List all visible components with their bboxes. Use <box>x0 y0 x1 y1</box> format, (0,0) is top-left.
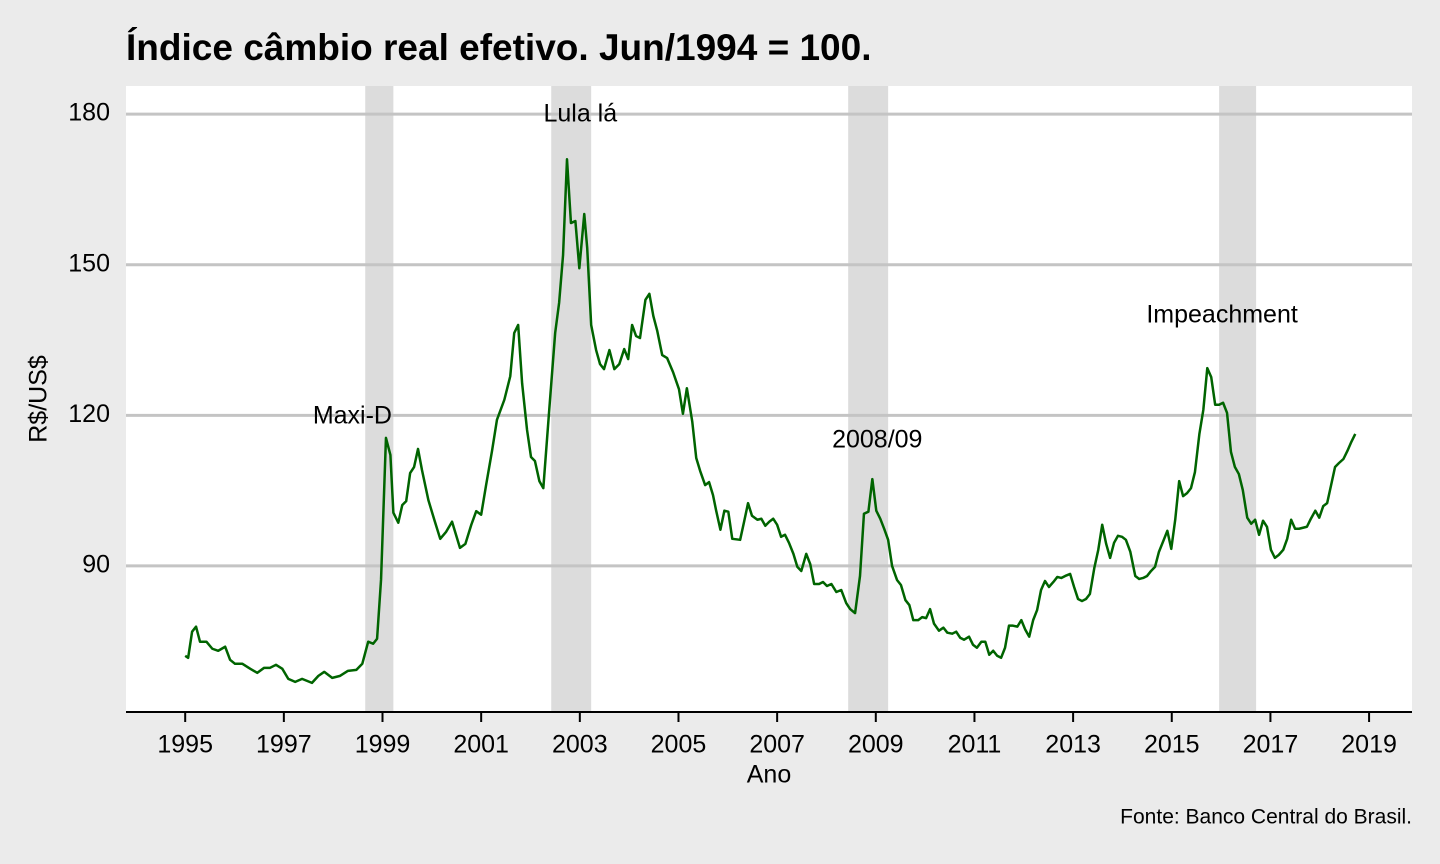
annotation: Maxi-D <box>313 401 392 429</box>
y-axis-label: R$/US$ <box>25 355 53 443</box>
shaded-period <box>1219 86 1257 712</box>
x-tick-label: 1997 <box>256 731 312 759</box>
x-tick-label: 2001 <box>453 731 509 759</box>
x-tick-label: 1995 <box>157 731 213 759</box>
x-axis-label: Ano <box>747 761 791 789</box>
x-tick-label: 1999 <box>355 731 411 759</box>
x-tick-label: 2017 <box>1243 731 1299 759</box>
chart-title: Índice câmbio real efetivo. Jun/1994 = 1… <box>126 27 872 68</box>
y-tick-label: 150 <box>68 249 110 277</box>
annotation: Lula lá <box>543 100 617 128</box>
x-tick-label: 2011 <box>948 731 1002 759</box>
line <box>184 158 1357 685</box>
y-tick-label: 180 <box>68 99 110 127</box>
x-tick-label: 2019 <box>1341 731 1397 759</box>
y-tick-label: 120 <box>68 400 110 428</box>
x-tick-label: 2005 <box>651 731 707 759</box>
shaded-period <box>551 86 592 712</box>
x-tick-label: 2015 <box>1144 731 1200 759</box>
shaded-period <box>848 86 889 712</box>
x-tick-label: 2007 <box>749 731 805 759</box>
x-tick-label: 2003 <box>552 731 608 759</box>
annotation: Impeachment <box>1146 301 1298 329</box>
source: Fonte: Banco Central do Brasil. <box>1120 806 1412 829</box>
y-tick-label: 90 <box>82 551 110 579</box>
annotation: 2008/09 <box>832 426 922 454</box>
panel <box>126 86 1412 712</box>
x-tick-label: 2009 <box>848 731 904 759</box>
x-tick-label: 2013 <box>1045 731 1101 759</box>
